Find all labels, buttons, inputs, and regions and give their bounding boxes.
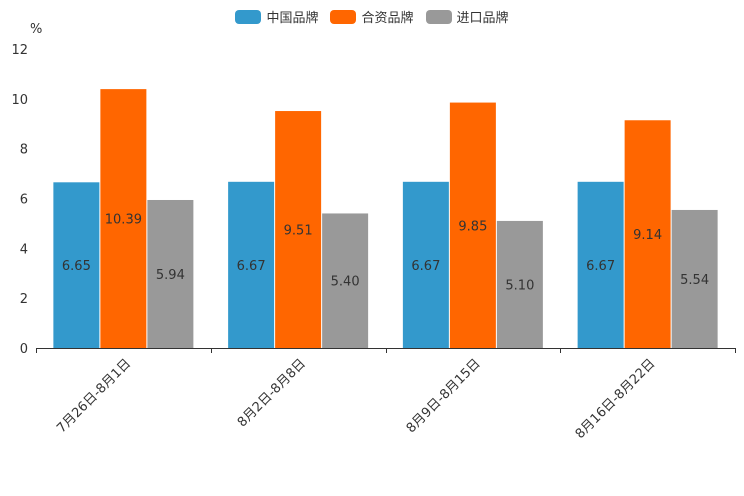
bar (624, 120, 671, 349)
legend-label-joint: 合资品牌 (361, 11, 414, 26)
bar-value-label: 5.54 (680, 273, 709, 288)
bar (53, 182, 100, 348)
y-tick-label: 4 (20, 242, 28, 257)
legend: 中国品牌 合资品牌 进口品牌 (0, 7, 744, 26)
bar-value-label: 6.67 (237, 259, 266, 274)
legend-label-import: 进口品牌 (456, 11, 509, 26)
bar-value-label: 10.39 (105, 213, 142, 228)
bar (577, 181, 624, 348)
legend-swatch-joint (330, 9, 357, 24)
x-tick-label: 7月26日-8月1日 (54, 356, 134, 436)
bar (275, 111, 322, 348)
y-tick-label: 8 (20, 143, 28, 158)
legend-swatch-import (425, 9, 452, 24)
bar-value-label: 6.65 (62, 259, 91, 274)
bar-value-label: 5.40 (331, 275, 360, 290)
bar (100, 89, 147, 348)
y-tick-label: 12 (11, 43, 28, 58)
bar (322, 213, 369, 348)
legend-item-import[interactable]: 进口品牌 (425, 7, 509, 26)
bar-value-label: 6.67 (586, 259, 615, 274)
y-tick-label: 0 (20, 342, 28, 357)
y-tick-label: 6 (20, 193, 28, 208)
x-tick-label: 8月9日-8月15日 (404, 356, 484, 436)
legend-item-china[interactable]: 中国品牌 (235, 7, 318, 26)
y-axis-unit-label: % (30, 22, 42, 37)
legend-item-joint[interactable]: 合资品牌 (330, 7, 414, 26)
bar-value-label: 9.85 (458, 219, 487, 234)
y-tick-label: 10 (11, 93, 28, 108)
bar-value-label: 9.51 (284, 224, 313, 239)
x-tick-label: 8月16日-8月22日 (573, 356, 659, 442)
bar (402, 181, 449, 348)
bar (147, 199, 194, 348)
bar (671, 209, 718, 348)
bar-value-label: 9.14 (633, 228, 662, 243)
legend-swatch-china (235, 9, 262, 24)
legend-label-china: 中国品牌 (266, 11, 319, 26)
x-tick-label: 8月2日-8月8日 (235, 356, 309, 430)
bar (496, 220, 543, 348)
bar (449, 102, 496, 348)
bar-value-label: 5.94 (156, 268, 185, 283)
bar-value-label: 6.67 (411, 259, 440, 274)
bar (228, 181, 275, 348)
bar-value-label: 5.10 (505, 278, 534, 293)
y-tick-label: 2 (20, 292, 28, 307)
